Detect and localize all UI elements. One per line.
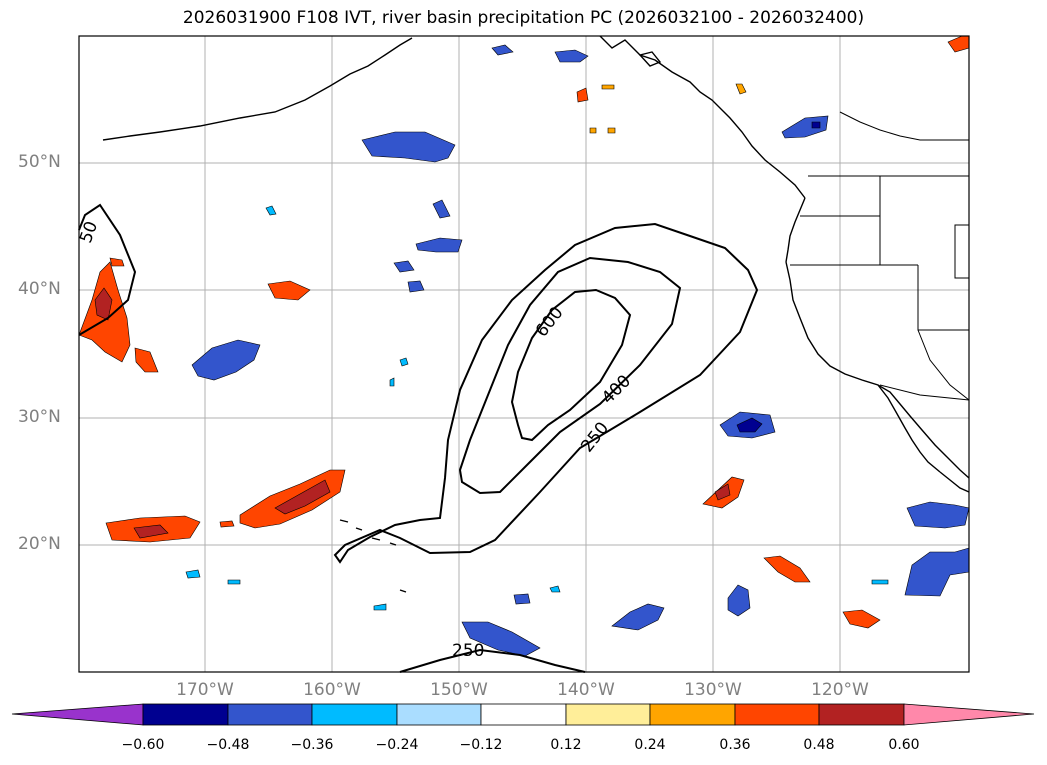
colorbar-tick-7: 0.36 — [719, 737, 751, 753]
negative-speck-5 — [265, 205, 277, 216]
negative-blob-128w-16n — [727, 584, 751, 617]
colorbar-bin-8 — [818, 703, 905, 726]
contour-250-south — [399, 648, 586, 673]
negative-blob-155w-52n — [361, 131, 456, 163]
colorbar-tick-0: −0.60 — [121, 737, 165, 753]
colorbar-tick-8: 0.48 — [803, 737, 835, 753]
colorbar — [11, 703, 1035, 726]
contour-label-250-south: 250 — [452, 641, 484, 661]
positive-speck-3 — [607, 127, 616, 134]
negative-blob-152w-39n — [407, 280, 425, 293]
positive-speck-2 — [589, 127, 597, 134]
negative-speck-3 — [389, 377, 395, 387]
positive-blob-125w-19n — [763, 555, 811, 583]
coast-islands-hawaii — [339, 519, 407, 593]
lat-label-30n: 30°N — [18, 407, 61, 427]
negative-blob-167w-35n — [191, 339, 261, 381]
positive-blob-ak-1 — [576, 87, 589, 103]
border-alaska-canada — [839, 111, 969, 141]
negative-speck-2 — [227, 579, 241, 585]
coastlines — [102, 35, 970, 593]
coast-alaska-south — [599, 35, 806, 199]
colorbar-tick-2: −0.36 — [290, 737, 334, 753]
negative-blob-136w-14n — [611, 603, 665, 631]
positive-blob-small-2 — [109, 257, 125, 267]
contour-250-main — [333, 222, 759, 564]
negative-speck-7 — [549, 585, 561, 593]
coast-uscanada — [785, 261, 970, 479]
ivt-contours — [78, 203, 759, 673]
lat-label-50n: 50°N — [18, 152, 61, 172]
colorbar-bin-6 — [649, 703, 736, 726]
borders — [790, 111, 970, 401]
positive-speck-1 — [601, 84, 615, 90]
lon-label-160w: 160°W — [303, 680, 361, 700]
negative-speck-6 — [373, 603, 387, 611]
negative-speck-1 — [185, 569, 201, 579]
contour-600 — [510, 288, 632, 442]
colorbar-bin-5 — [565, 703, 651, 726]
colorbar-bin-3 — [396, 703, 482, 726]
positive-blob-west-core — [94, 287, 113, 321]
colorbar-bin-1 — [227, 703, 313, 726]
positive-blob-small-1 — [134, 347, 159, 373]
colorbar-over — [903, 703, 1035, 726]
positive-blob-168w-core — [133, 524, 169, 539]
border-ca-az — [917, 329, 970, 401]
positive-blob-162w-40n — [267, 280, 311, 301]
positive-blob-220-small — [219, 520, 235, 528]
colorbar-tick-6: 0.24 — [634, 737, 666, 753]
negative-blob-124w-53n-core — [811, 121, 821, 129]
colorbar-bin-7 — [734, 703, 820, 726]
positive-blob-129w-core — [714, 483, 731, 501]
lon-label-120w: 120°W — [811, 680, 869, 700]
coast-baja — [877, 384, 941, 473]
negative-blob-145w-17n — [513, 593, 531, 605]
island-kodiak — [638, 51, 662, 67]
negative-blob-150w-58n — [491, 44, 514, 56]
map-title: 2026031900 F108 IVT, river basin precipi… — [182, 8, 865, 28]
negative-speck-4 — [399, 357, 409, 367]
colorbar-tick-5: 0.12 — [550, 737, 582, 753]
negative-blob-153w-46n — [432, 199, 451, 219]
colorbar-bin-2 — [311, 703, 398, 726]
coast-bc — [785, 197, 806, 263]
precip-shading — [78, 35, 970, 657]
colorbar-bin-0 — [142, 703, 229, 726]
lon-label-170w: 170°W — [176, 680, 234, 700]
gridlines — [79, 36, 969, 672]
colorbar-bin-4 — [480, 703, 567, 726]
border-mexico — [879, 384, 970, 401]
colorbar-under — [11, 703, 144, 726]
negative-blob-140w-57n — [554, 49, 589, 63]
coast-alaska-peninsula — [102, 37, 413, 141]
map-frame — [78, 35, 970, 673]
negative-blob-154w-41n — [393, 260, 415, 273]
colorbar-tick-1: −0.48 — [206, 737, 250, 753]
lat-label-40n: 40°N — [18, 279, 61, 299]
colorbar-tick-9: 0.60 — [888, 737, 920, 753]
contour-50-west — [78, 203, 137, 336]
negative-blob-152w-43n — [415, 237, 463, 253]
negative-blob-128w-core — [736, 417, 763, 433]
lat-label-20n: 20°N — [18, 534, 61, 554]
positive-speck-4 — [735, 83, 747, 95]
negative-blob-148w-13n — [461, 621, 541, 657]
lon-label-150w: 150°W — [430, 680, 488, 700]
positive-blob-120w-15n — [842, 609, 881, 629]
contour-400 — [458, 256, 682, 495]
colorbar-tick-4: −0.12 — [459, 737, 503, 753]
negative-blob-124w-53n — [781, 115, 829, 139]
lon-label-130w: 130°W — [684, 680, 742, 700]
positive-blob-163w-core — [274, 479, 331, 515]
lon-label-140w: 140°W — [557, 680, 615, 700]
colorbar-tick-3: −0.24 — [375, 737, 419, 753]
negative-blob-113w-22n — [906, 501, 970, 529]
negative-speck-8 — [871, 579, 889, 585]
coast-mexico-west — [939, 471, 970, 493]
